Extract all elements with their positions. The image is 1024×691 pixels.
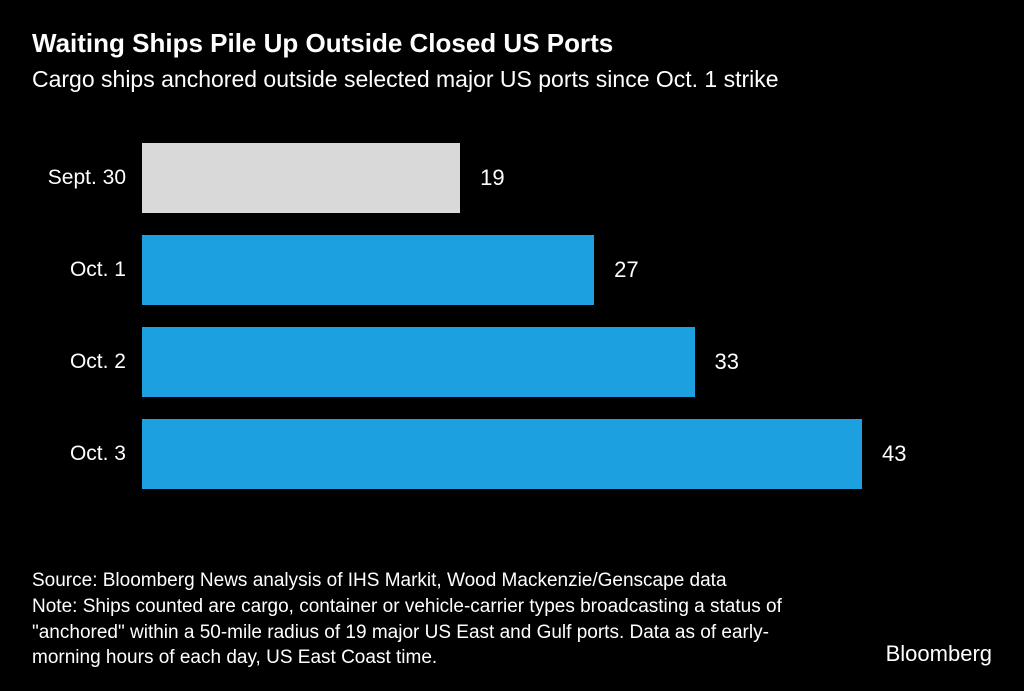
bar-track: 33 (142, 327, 992, 397)
chart-footer: Source: Bloomberg News analysis of IHS M… (32, 568, 992, 671)
bar-track: 27 (142, 235, 992, 305)
value-label: 27 (614, 257, 638, 283)
chart-title: Waiting Ships Pile Up Outside Closed US … (32, 28, 992, 59)
category-label: Oct. 1 (32, 258, 142, 282)
value-label: 19 (480, 165, 504, 191)
chart-row: Oct. 3 43 (32, 419, 992, 489)
chart-subtitle: Cargo ships anchored outside selected ma… (32, 65, 992, 95)
chart-row: Oct. 2 33 (32, 327, 992, 397)
category-label: Sept. 30 (32, 166, 142, 190)
category-label: Oct. 3 (32, 442, 142, 466)
bar-track: 43 (142, 419, 992, 489)
category-label: Oct. 2 (32, 350, 142, 374)
bar (142, 143, 460, 213)
bar-chart: Sept. 30 19 Oct. 1 27 Oct. 2 33 Oct. 3 (32, 143, 992, 544)
source-text: Source: Bloomberg News analysis of IHS M… (32, 568, 812, 594)
chart-row: Sept. 30 19 (32, 143, 992, 213)
bar-track: 19 (142, 143, 992, 213)
value-label: 33 (715, 349, 739, 375)
value-label: 43 (882, 441, 906, 467)
bar (142, 327, 695, 397)
bar (142, 235, 594, 305)
chart-row: Oct. 1 27 (32, 235, 992, 305)
chart-container: Waiting Ships Pile Up Outside Closed US … (0, 0, 1024, 691)
brand-logo: Bloomberg (886, 641, 992, 667)
bar (142, 419, 862, 489)
note-text: Note: Ships counted are cargo, container… (32, 594, 812, 671)
